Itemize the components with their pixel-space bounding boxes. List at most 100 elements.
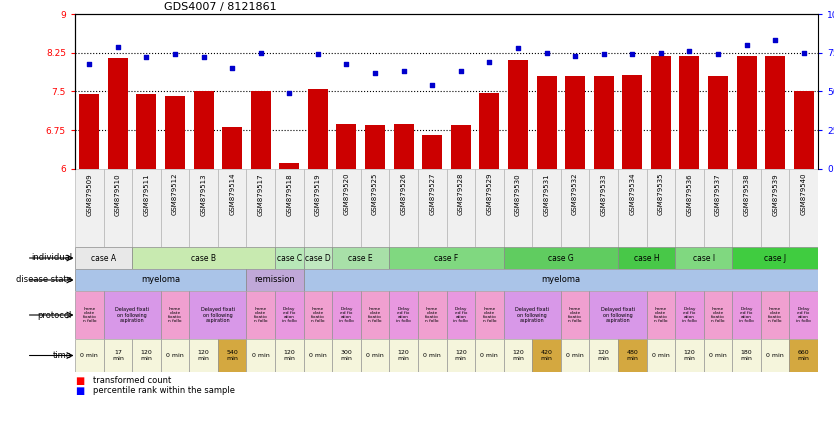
- Bar: [161, 291, 189, 339]
- Text: case A: case A: [91, 254, 116, 262]
- Text: Delay
ed fix
ation
in follo: Delay ed fix ation in follo: [454, 306, 468, 323]
- Bar: [75, 247, 132, 269]
- Point: [83, 60, 96, 67]
- Bar: [193, 91, 214, 169]
- Bar: [618, 247, 675, 269]
- Bar: [675, 291, 704, 339]
- Point: [197, 54, 210, 61]
- Text: GSM879530: GSM879530: [515, 173, 521, 215]
- Bar: [389, 247, 504, 269]
- Bar: [247, 291, 275, 339]
- Bar: [590, 169, 618, 247]
- Bar: [508, 60, 528, 169]
- Point: [168, 51, 182, 58]
- Bar: [103, 169, 132, 247]
- Text: GSM879511: GSM879511: [143, 173, 149, 215]
- Text: Delay
ed fix
ation
in follo: Delay ed fix ation in follo: [396, 306, 411, 323]
- Bar: [275, 291, 304, 339]
- Bar: [132, 339, 161, 372]
- Bar: [422, 135, 442, 169]
- Bar: [451, 125, 470, 169]
- Text: GSM879534: GSM879534: [629, 173, 636, 215]
- Text: GSM879510: GSM879510: [115, 173, 121, 215]
- Bar: [560, 291, 590, 339]
- Bar: [736, 56, 756, 169]
- Text: 17
min: 17 min: [112, 350, 123, 361]
- Bar: [618, 339, 646, 372]
- Text: Delay
ed fix
ation
in follo: Delay ed fix ation in follo: [739, 306, 754, 323]
- Bar: [504, 169, 532, 247]
- Text: 0 min: 0 min: [309, 353, 327, 358]
- Point: [339, 60, 353, 67]
- Bar: [560, 169, 590, 247]
- Text: GSM879540: GSM879540: [801, 173, 806, 215]
- Bar: [247, 269, 304, 291]
- Text: GSM879539: GSM879539: [772, 173, 778, 215]
- Text: 0 min: 0 min: [566, 353, 584, 358]
- Point: [225, 65, 239, 72]
- Point: [140, 54, 153, 61]
- Text: Imme
diate
fixatio
n follo: Imme diate fixatio n follo: [168, 306, 182, 323]
- Text: 0 min: 0 min: [766, 353, 784, 358]
- Bar: [304, 269, 818, 291]
- Bar: [504, 247, 618, 269]
- Text: 120
min: 120 min: [140, 350, 153, 361]
- Point: [483, 59, 496, 66]
- Text: 180
min: 180 min: [741, 350, 752, 361]
- Bar: [189, 169, 218, 247]
- Text: 480
min: 480 min: [626, 350, 638, 361]
- Bar: [247, 169, 275, 247]
- Text: Imme
diate
fixatio
n follo: Imme diate fixatio n follo: [568, 306, 582, 323]
- Bar: [594, 76, 614, 169]
- Bar: [651, 56, 671, 169]
- Bar: [132, 169, 161, 247]
- Text: Imme
diate
fixatio
n follo: Imme diate fixatio n follo: [483, 306, 496, 323]
- Bar: [590, 339, 618, 372]
- Bar: [218, 339, 247, 372]
- Text: 540
min: 540 min: [226, 350, 239, 361]
- Text: GSM879533: GSM879533: [600, 173, 606, 215]
- Text: Imme
diate
fixatio
n follo: Imme diate fixatio n follo: [368, 306, 382, 323]
- Text: 0 min: 0 min: [709, 353, 727, 358]
- Bar: [332, 339, 361, 372]
- Text: Delayed fixati
on following
aspiration: Delayed fixati on following aspiration: [201, 307, 235, 323]
- Text: GSM879526: GSM879526: [400, 173, 407, 215]
- Bar: [332, 169, 361, 247]
- Bar: [708, 76, 728, 169]
- Point: [540, 49, 553, 56]
- Text: GSM879519: GSM879519: [315, 173, 321, 215]
- Text: 120
min: 120 min: [198, 350, 209, 361]
- Point: [768, 37, 781, 44]
- Text: GSM879517: GSM879517: [258, 173, 264, 215]
- Bar: [704, 339, 732, 372]
- Text: GSM879528: GSM879528: [458, 173, 464, 215]
- Bar: [761, 291, 790, 339]
- Point: [311, 51, 324, 58]
- Bar: [304, 247, 332, 269]
- Bar: [304, 291, 332, 339]
- Text: case H: case H: [634, 254, 660, 262]
- Text: Imme
diate
fixatio
n follo: Imme diate fixatio n follo: [768, 306, 782, 323]
- Bar: [532, 169, 560, 247]
- Text: case C: case C: [277, 254, 302, 262]
- Point: [511, 44, 525, 52]
- Bar: [790, 339, 818, 372]
- Bar: [475, 291, 504, 339]
- Point: [455, 68, 468, 75]
- Bar: [103, 291, 161, 339]
- Text: ■: ■: [75, 376, 84, 386]
- Text: 0 min: 0 min: [480, 353, 498, 358]
- Text: case G: case G: [548, 254, 574, 262]
- Bar: [247, 339, 275, 372]
- Text: 420
min: 420 min: [540, 350, 552, 361]
- Bar: [675, 169, 704, 247]
- Point: [597, 51, 610, 58]
- Text: remission: remission: [254, 275, 295, 285]
- Text: case E: case E: [349, 254, 373, 262]
- Text: Delay
ed fix
ation
in follo: Delay ed fix ation in follo: [339, 306, 354, 323]
- Text: case I: case I: [692, 254, 715, 262]
- Text: GSM879536: GSM879536: [686, 173, 692, 215]
- Bar: [794, 91, 814, 169]
- Text: 120
min: 120 min: [284, 350, 295, 361]
- Bar: [389, 339, 418, 372]
